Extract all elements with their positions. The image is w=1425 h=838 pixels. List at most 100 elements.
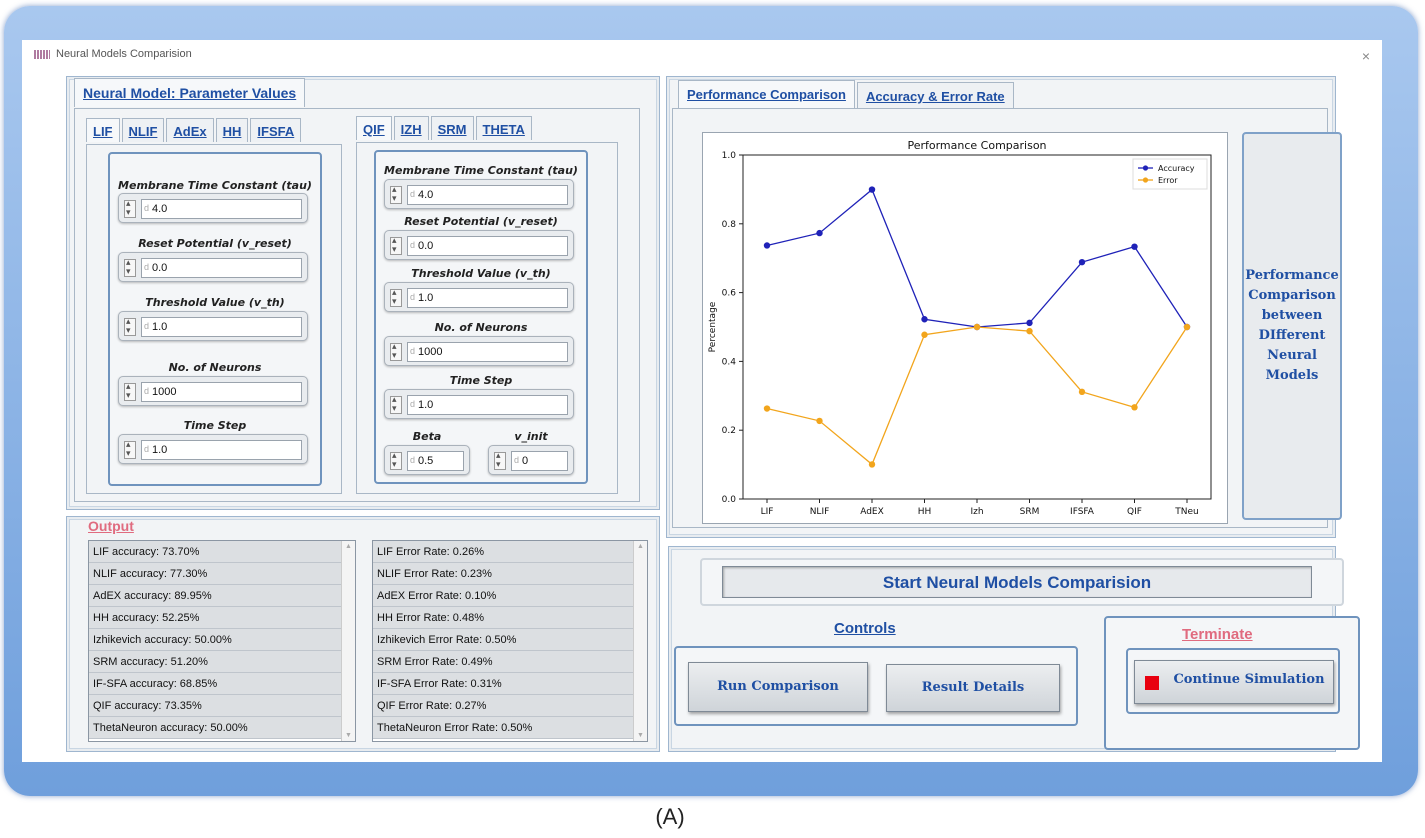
y-tick-label: 0.6 (722, 289, 737, 299)
neurons-input-left[interactable]: 1000 (118, 376, 308, 406)
data-point-accuracy (1131, 243, 1138, 250)
x-tick-label: LIF (761, 507, 774, 517)
beta-value[interactable]: 0.5 (407, 451, 464, 471)
neurons-value-right[interactable]: 1000 (407, 342, 568, 362)
y-tick-label: 0.0 (722, 495, 737, 505)
tab-ifsfa[interactable]: IFSFA (250, 118, 302, 142)
accuracy-row[interactable]: ThetaNeuron accuracy: 50.00% (89, 717, 341, 739)
error-scrollbar[interactable] (633, 541, 647, 741)
tab-izh[interactable]: IZH (393, 116, 429, 140)
timestep-input-left[interactable]: 1.0 (118, 434, 308, 464)
v-reset-input-right[interactable]: 0.0 (384, 230, 574, 260)
tab-nlif[interactable]: NLIF (121, 118, 165, 142)
left-model-tabs: LIF NLIF AdEx HH IFSFA (86, 118, 303, 142)
accuracy-row[interactable]: LIF accuracy: 73.70% (89, 541, 341, 563)
accuracy-row[interactable]: NLIF accuracy: 77.30% (89, 563, 341, 585)
spinner-icon[interactable] (124, 198, 136, 218)
data-point-accuracy (921, 316, 928, 323)
accuracy-list[interactable]: LIF accuracy: 73.70% NLIF accuracy: 77.30… (88, 540, 356, 742)
y-tick-label: 0.2 (722, 426, 736, 436)
v-init-label: v_init (514, 430, 548, 443)
tau-input-right[interactable]: 4.0 (384, 179, 574, 209)
tab-performance-comparison[interactable]: Performance Comparison (678, 80, 855, 108)
spinner-icon[interactable] (390, 394, 402, 414)
v-th-input-left[interactable]: 1.0 (118, 311, 308, 341)
run-comparison-button[interactable]: Run Comparison (688, 662, 868, 712)
series-line-error (766, 326, 1188, 466)
spinner-icon[interactable] (390, 235, 402, 255)
timestep-input-right[interactable]: 1.0 (384, 389, 574, 419)
beta-input[interactable]: 0.5 (384, 445, 470, 475)
tau-input-left[interactable]: 4.0 (118, 193, 308, 223)
tab-accuracy-error[interactable]: Accuracy & Error Rate (856, 82, 1014, 108)
v-th-value-right[interactable]: 1.0 (407, 288, 568, 308)
v-init-input[interactable]: 0 (488, 445, 574, 475)
v-th-label-right: Threshold Value (v_th) (411, 267, 551, 280)
accuracy-row[interactable]: AdEX accuracy: 89.95% (89, 585, 341, 607)
spinner-icon[interactable] (390, 450, 402, 470)
spinner-icon[interactable] (124, 439, 136, 459)
spinner-icon[interactable] (390, 341, 402, 361)
neurons-input-right[interactable]: 1000 (384, 336, 574, 366)
error-row[interactable]: Izhikevich Error Rate: 0.50% (373, 629, 633, 651)
spinner-icon[interactable] (494, 450, 506, 470)
app-window: Neural Models Comparision × Neural Model… (22, 40, 1382, 762)
error-row[interactable]: AdEX Error Rate: 0.10% (373, 585, 633, 607)
run-comparison-label: Run Comparison (717, 679, 839, 694)
accuracy-row[interactable]: QIF accuracy: 73.35% (89, 695, 341, 717)
error-row[interactable]: LIF Error Rate: 0.26% (373, 541, 633, 563)
x-tick-label: QIF (1127, 507, 1142, 517)
v-th-input-right[interactable]: 1.0 (384, 282, 574, 312)
error-row[interactable]: QIF Error Rate: 0.27% (373, 695, 633, 717)
tau-label-right: Membrane Time Constant (tau) (384, 164, 578, 177)
error-row[interactable]: SRM Error Rate: 0.49% (373, 651, 633, 673)
v-th-value-left[interactable]: 1.0 (141, 317, 302, 337)
data-point-error (763, 405, 771, 412)
figure-caption: (A) (655, 804, 685, 829)
error-row[interactable]: HH Error Rate: 0.48% (373, 607, 633, 629)
tau-value-left[interactable]: 4.0 (141, 199, 302, 219)
spinner-icon[interactable] (390, 287, 402, 307)
tab-parameter-values[interactable]: Neural Model: Parameter Values (74, 78, 306, 107)
accuracy-row[interactable]: Izhikevich accuracy: 50.00% (89, 629, 341, 651)
spinner-icon[interactable] (390, 184, 402, 204)
tau-value-right[interactable]: 4.0 (407, 185, 568, 205)
close-icon[interactable]: × (1361, 48, 1370, 64)
y-tick-label: 0.4 (722, 357, 737, 367)
tab-qif[interactable]: QIF (356, 116, 392, 140)
tab-hh[interactable]: HH (215, 118, 249, 142)
tab-adex[interactable]: AdEx (166, 118, 214, 142)
chart-title: Performance Comparison (907, 139, 1046, 152)
error-list[interactable]: LIF Error Rate: 0.26% NLIF Error Rate: 0.… (372, 540, 648, 742)
result-details-label: Result Details (921, 680, 1025, 695)
v-init-value[interactable]: 0 (511, 451, 568, 471)
neurons-value-left[interactable]: 1000 (141, 382, 302, 402)
data-point-error (1026, 327, 1033, 335)
error-row[interactable]: NLIF Error Rate: 0.23% (373, 563, 633, 585)
accuracy-rows: LIF accuracy: 73.70% NLIF accuracy: 77.30… (89, 541, 355, 739)
description-line: Models (1265, 368, 1319, 383)
parameter-tabbar: Neural Model: Parameter Values (74, 78, 307, 107)
tab-theta[interactable]: THETA (475, 116, 532, 140)
accuracy-row[interactable]: IF-SFA accuracy: 68.85% (89, 673, 341, 695)
start-comparison-button[interactable]: Start Neural Models Comparision (722, 566, 1312, 598)
timestep-value-right[interactable]: 1.0 (407, 395, 568, 415)
v-reset-value-left[interactable]: 0.0 (141, 258, 302, 278)
spinner-icon[interactable] (124, 257, 136, 277)
tab-lif[interactable]: LIF (86, 118, 120, 142)
error-row[interactable]: IF-SFA Error Rate: 0.31% (373, 673, 633, 695)
v-reset-label-right: Reset Potential (v_reset) (404, 215, 558, 228)
tab-srm[interactable]: SRM (430, 116, 474, 140)
spinner-icon[interactable] (124, 316, 136, 336)
accuracy-scrollbar[interactable] (341, 541, 355, 741)
timestep-value-left[interactable]: 1.0 (141, 440, 302, 460)
spinner-icon[interactable] (124, 381, 136, 401)
result-details-button[interactable]: Result Details (886, 664, 1060, 712)
v-reset-input-left[interactable]: 0.0 (118, 252, 308, 282)
v-reset-value-right[interactable]: 0.0 (407, 236, 568, 256)
accuracy-row[interactable]: HH accuracy: 52.25% (89, 607, 341, 629)
x-tick-label: NLIF (810, 507, 830, 517)
continue-simulation-button[interactable]: Continue Simulation (1134, 660, 1334, 704)
accuracy-row[interactable]: SRM accuracy: 51.20% (89, 651, 341, 673)
error-row[interactable]: ThetaNeuron Error Rate: 0.50% (373, 717, 633, 739)
